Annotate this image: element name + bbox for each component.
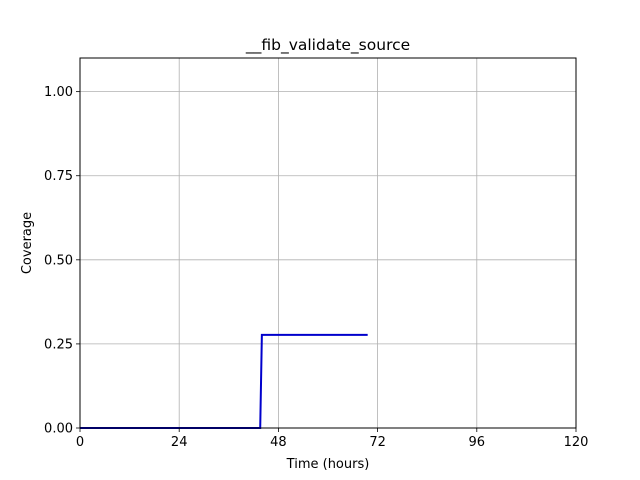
x-tick-label: 24 [171,435,188,450]
plot-frame [79,57,577,429]
y-tick-label: 0.75 [44,169,73,184]
y-axis-ticks: 0.00 0.25 0.50 0.75 1.00 [44,85,80,437]
y-tick-label: 0.00 [44,422,73,437]
y-tick-label: 0.50 [44,253,73,268]
x-tick-label: 48 [270,435,287,450]
x-tick-label: 120 [564,435,589,450]
x-axis-ticks: 0 24 48 72 96 120 [76,428,589,450]
x-tick-label: 0 [76,435,84,450]
y-tick-label: 0.25 [44,337,73,352]
x-tick-label: 96 [469,435,486,450]
x-axis-label: Time (hours) [286,457,370,472]
y-tick-label: 1.00 [44,85,73,100]
y-axis-label: Coverage [20,212,35,274]
chart-title: __fib_validate_source [245,36,410,55]
x-tick-label: 72 [369,435,386,450]
